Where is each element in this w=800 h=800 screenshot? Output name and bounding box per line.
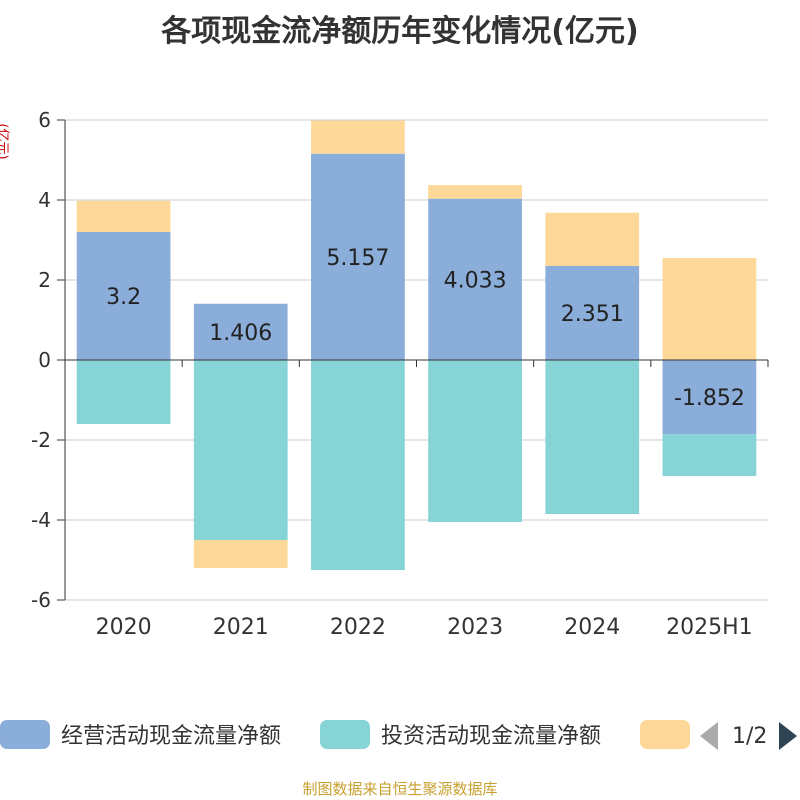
bar-operating xyxy=(545,265,640,360)
data-label: -1.852 xyxy=(674,386,745,411)
legend-swatch-financing xyxy=(640,719,690,749)
x-tick-label: 2025H1 xyxy=(666,615,753,640)
chart-title: 各项现金流净额历年变化情况(亿元) xyxy=(161,14,639,49)
bar-investing xyxy=(428,360,522,522)
y-tick-label: -2 xyxy=(31,428,51,452)
legend-label-operating: 经营活动现金流量净额 xyxy=(61,724,282,749)
data-label: 2.351 xyxy=(561,302,624,327)
legend-next-arrow-icon[interactable] xyxy=(779,722,798,750)
bar-investing xyxy=(193,360,288,540)
legend-page-indicator: 1/2 xyxy=(732,723,768,749)
y-tick-label: 6 xyxy=(38,108,51,132)
y-tick-label: -6 xyxy=(31,588,51,612)
legend-item-financing[interactable] xyxy=(640,716,690,752)
bar-financing xyxy=(76,200,171,232)
bar-financing xyxy=(311,120,405,154)
legend-item-operating[interactable]: 经营活动现金流量净额 xyxy=(0,716,281,752)
legend-label-investing: 投资活动现金流量净额 xyxy=(381,724,602,749)
bar-operating xyxy=(662,360,757,435)
y-tick-label: 2 xyxy=(38,268,51,292)
y-tick-label: 0 xyxy=(38,348,51,372)
bar-operating xyxy=(428,198,522,360)
bar-investing xyxy=(662,434,757,477)
legend-item-investing[interactable]: 投资活动现金流量净额 xyxy=(320,716,601,752)
bar-operating xyxy=(193,303,288,360)
legend-swatch-operating xyxy=(0,719,50,749)
y-tick-label: 4 xyxy=(38,188,51,212)
legend: 经营活动现金流量净额 投资活动现金流量净额 1/2 xyxy=(0,716,800,756)
bar-financing xyxy=(428,185,522,199)
x-tick-label: 2024 xyxy=(564,615,620,640)
data-source-note: 制图数据来自恒生聚源数据库 xyxy=(302,780,498,798)
x-tick-label: 2022 xyxy=(330,615,386,640)
x-tick-label: 2020 xyxy=(96,615,152,640)
bar-investing xyxy=(545,360,640,514)
data-label: 3.2 xyxy=(106,285,141,310)
bar-operating xyxy=(311,153,405,360)
x-tick-label: 2023 xyxy=(447,615,503,640)
bar-investing xyxy=(76,360,171,424)
data-label: 1.406 xyxy=(209,321,272,346)
bar-chart: 6 4 2 0 -2 -4 -6 3.2 1.406 5.157 4.033 2.351 -1.852 2… xyxy=(31,108,769,640)
x-tick-label: 2021 xyxy=(213,615,269,640)
bar-investing xyxy=(311,360,405,570)
legend-swatch-investing xyxy=(320,719,370,749)
legend-pager: 1/2 xyxy=(700,718,798,754)
data-label: 5.157 xyxy=(326,246,389,271)
bar-financing xyxy=(193,540,288,568)
y-tick-label: -4 xyxy=(31,508,51,532)
bar-financing xyxy=(545,212,640,266)
legend-prev-arrow-icon[interactable] xyxy=(700,722,718,750)
data-label: 4.033 xyxy=(444,268,507,293)
bar-operating xyxy=(76,232,171,360)
bar-financing xyxy=(662,258,757,360)
